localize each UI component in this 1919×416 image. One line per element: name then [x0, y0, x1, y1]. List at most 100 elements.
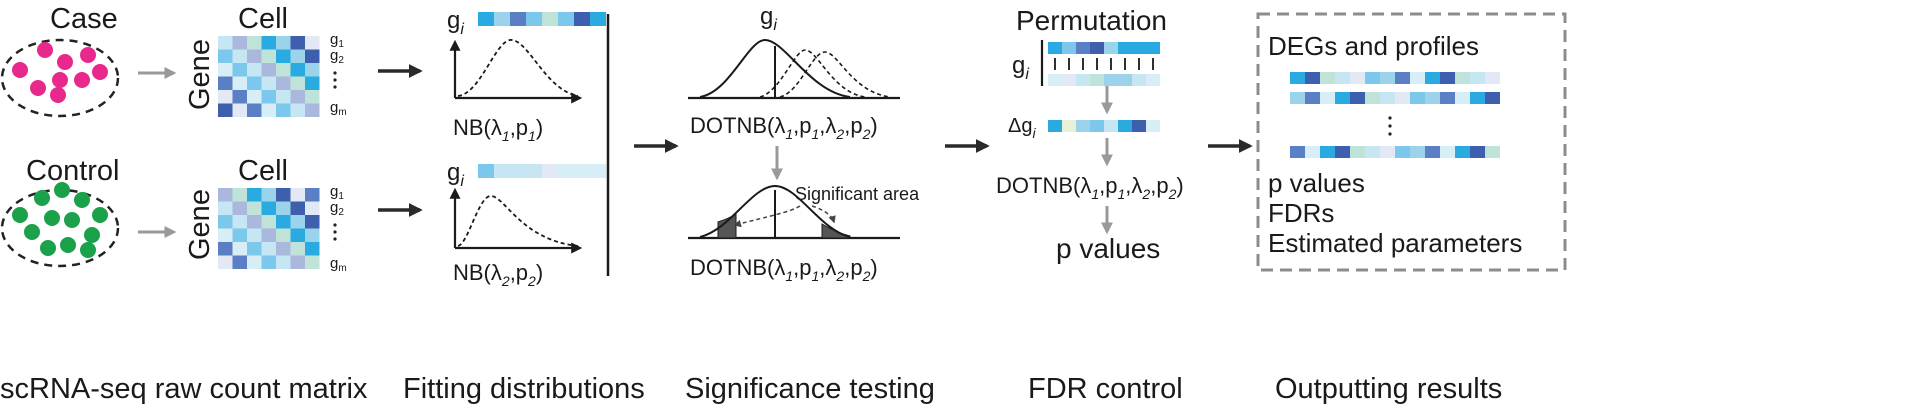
svg-text:g1: g1 [330, 31, 344, 50]
stage-significance: gi DOTNB(λ1,p1,λ2,p2) Significant area D… [685, 3, 935, 405]
case-label: Case [50, 3, 118, 35]
bar-cell [542, 164, 558, 178]
matrix-cell [290, 228, 305, 242]
output-bar-cell [1290, 146, 1305, 158]
matrix-cell [247, 36, 262, 50]
output-bar-cell [1335, 92, 1350, 104]
control-cell-dot [64, 212, 80, 228]
fdr-gi-label: gi [1012, 52, 1029, 83]
matrix-cell [218, 49, 233, 63]
control-gene-label: Gene [184, 189, 216, 260]
case-gene-label: Gene [184, 39, 216, 110]
output-bar-cell [1335, 146, 1350, 158]
bar-cell [574, 12, 590, 26]
bar-cell [1062, 120, 1076, 132]
output-bar-cell [1395, 92, 1410, 104]
sig-null-curve-2 [779, 51, 891, 98]
matrix-cell [232, 49, 247, 63]
bar-cell [1048, 120, 1062, 132]
output-bar-cell [1335, 72, 1350, 84]
matrix-cell [276, 228, 291, 242]
matrix-cell [290, 255, 305, 269]
matrix-cell [305, 63, 320, 77]
matrix-cell [276, 255, 291, 269]
output-bar-cell [1365, 72, 1380, 84]
bar-cell [510, 164, 526, 178]
matrix-cell [305, 103, 320, 117]
matrix-cell [232, 215, 247, 229]
matrix-cell [305, 242, 320, 256]
matrix-cell [247, 215, 262, 229]
control-gene-indices: g1 g2 gm [330, 183, 347, 274]
control-ellipse [0, 188, 120, 268]
bar-cell [1090, 120, 1104, 132]
control-cell-dot [12, 207, 28, 223]
bar-cell [1146, 120, 1160, 132]
matrix-cell [261, 255, 276, 269]
output-bar-cell [1470, 72, 1485, 84]
matrix-cell [305, 228, 320, 242]
fdr-p-values-label: p values [1056, 233, 1160, 264]
fdr-permutation-ticks [1054, 58, 1154, 70]
sig-gi-label: gi [760, 3, 777, 34]
bar-cell [1076, 74, 1090, 86]
bar-cell [1104, 42, 1118, 54]
case-cell-dot [57, 54, 73, 70]
sig-observed-curve [699, 38, 851, 98]
output-bar-cell [1395, 146, 1410, 158]
bar-cell [558, 164, 574, 178]
bar-cell [1048, 42, 1062, 54]
matrix-cell [218, 63, 233, 77]
output-bar-cell [1440, 92, 1455, 104]
sig-dotnb-bottom: DOTNB(λ1,p1,λ2,p2) [690, 255, 878, 284]
matrix-cell [290, 36, 305, 50]
matrix-cell [290, 49, 305, 63]
svg-text:gm: gm [330, 99, 347, 118]
fit-gi-top: gi [447, 7, 464, 38]
sig-dotnb-top: DOTNB(λ1,p1,λ2,p2) [690, 113, 878, 142]
control-count-matrix [218, 188, 320, 269]
output-bar-cell [1485, 92, 1500, 104]
output-bar-cell [1440, 146, 1455, 158]
control-label: Control [26, 155, 120, 187]
matrix-cell [261, 188, 276, 202]
control-cell-dot [34, 190, 50, 206]
output-bar-cell [1305, 146, 1320, 158]
matrix-cell [276, 76, 291, 90]
matrix-cell [218, 76, 233, 90]
output-bar-cell [1290, 72, 1305, 84]
output-bar-cell [1425, 92, 1440, 104]
case-cell-dot [30, 80, 46, 96]
control-cell-dot [54, 182, 70, 198]
fdr-gene-bar [1048, 42, 1160, 54]
sig-area-arrow-left [733, 205, 801, 228]
output-bar-cell [1305, 72, 1320, 84]
matrix-cell [232, 36, 247, 50]
matrix-cell [218, 36, 233, 50]
control-cell-dot [84, 227, 100, 243]
fdr-delta-bar [1048, 120, 1160, 132]
output-bar-cell [1350, 146, 1365, 158]
sig-test-curve [699, 184, 851, 238]
matrix-cell [247, 49, 262, 63]
bar-cell [1146, 42, 1160, 54]
matrix-cell [232, 242, 247, 256]
matrix-cell [232, 90, 247, 104]
bar-cell [1146, 74, 1160, 86]
case-gene-indices: g1 g2 gm [330, 31, 347, 118]
matrix-cell [276, 36, 291, 50]
matrix-cell [232, 228, 247, 242]
output-bar-cell [1350, 72, 1365, 84]
bar-cell [1132, 42, 1146, 54]
output-bar-cell [1470, 92, 1485, 104]
bar-cell [526, 164, 542, 178]
case-cell-label: Cell [238, 3, 288, 35]
fit-expression-bar-top [478, 12, 606, 26]
sig-area-arrow-right [811, 205, 836, 224]
matrix-cell [261, 103, 276, 117]
matrix-cell [247, 63, 262, 77]
matrix-cell [261, 49, 276, 63]
stage-label-significance: Significance testing [685, 373, 935, 405]
bar-cell [1076, 42, 1090, 54]
